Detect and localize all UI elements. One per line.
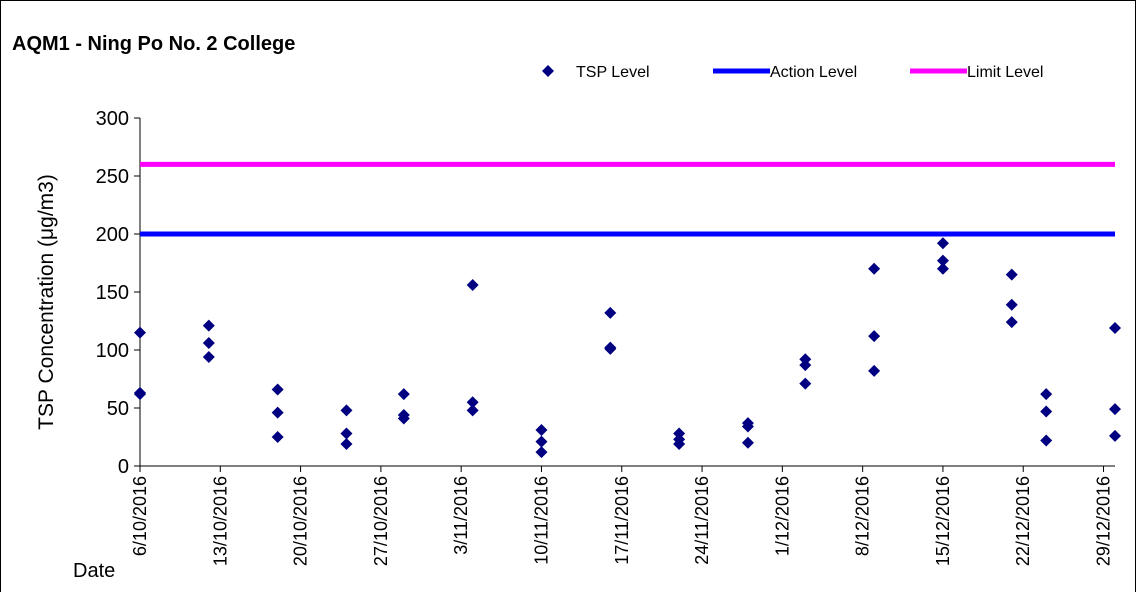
x-tick-label: 17/11/2016 xyxy=(612,476,632,565)
chart-title: AQM1 - Ning Po No. 2 College xyxy=(12,33,295,55)
y-tick-label: 0 xyxy=(118,456,129,478)
tsp-point xyxy=(1109,403,1121,416)
tsp-point xyxy=(535,424,548,437)
y-axis-title: TSP Concentration (μg/m3) xyxy=(35,174,58,430)
y-tick-label: 250 xyxy=(96,166,129,188)
tsp-point xyxy=(1109,429,1121,442)
tsp-point xyxy=(535,435,548,448)
data-points xyxy=(134,237,1121,459)
tsp-point xyxy=(868,364,881,377)
tsp-point xyxy=(535,446,548,459)
legend: TSP Level Action Level Limit Level xyxy=(542,64,1043,81)
tsp-point xyxy=(397,388,410,401)
legend-label-limit: Limit Level xyxy=(967,64,1043,81)
y-tick-label: 50 xyxy=(107,398,129,420)
tsp-point xyxy=(271,383,284,396)
reference-lines xyxy=(140,161,1115,237)
x-tick-label: 13/10/2016 xyxy=(210,476,230,566)
tsp-point xyxy=(936,262,949,275)
legend-label-action: Action Level xyxy=(770,64,857,81)
tsp-point xyxy=(799,359,812,372)
x-tick-label: 8/12/2016 xyxy=(853,476,873,556)
tsp-point xyxy=(1005,316,1018,329)
tsp-point xyxy=(936,237,949,250)
x-axis-title: Date xyxy=(73,560,115,582)
tsp-point xyxy=(1040,434,1053,447)
x-tick-label: 27/10/2016 xyxy=(371,476,391,566)
tsp-point xyxy=(340,404,353,417)
labels: 0 50 100 150 200 250 300 6/10/2016 13/10/2016 20/… xyxy=(12,33,1114,582)
tsp-point xyxy=(397,412,410,425)
x-tick-label: 10/11/2016 xyxy=(531,476,551,565)
tsp-point xyxy=(202,350,215,363)
tsp-point xyxy=(340,427,353,440)
tsp-point xyxy=(604,342,617,355)
tsp-point xyxy=(604,306,617,319)
tsp-point xyxy=(466,404,479,417)
tsp-point xyxy=(202,337,215,350)
tsp-point xyxy=(340,437,353,450)
tsp-point xyxy=(271,431,284,443)
tsp-point xyxy=(1040,405,1053,418)
x-tick-label: 20/10/2016 xyxy=(291,476,311,566)
y-tick-label: 150 xyxy=(96,282,129,304)
tsp-point xyxy=(1005,298,1018,311)
x-tick-label: 24/11/2016 xyxy=(692,476,712,565)
tsp-point xyxy=(466,279,479,292)
tsp-point xyxy=(1005,268,1018,281)
x-tick-label: 15/12/2016 xyxy=(933,476,953,566)
tsp-point xyxy=(271,406,284,419)
tsp-point xyxy=(1109,321,1121,334)
x-tick-label: 1/12/2016 xyxy=(772,476,792,556)
tsp-point xyxy=(202,319,215,332)
y-tick-label: 200 xyxy=(96,224,129,246)
x-tick-label: 6/10/2016 xyxy=(130,476,150,556)
tsp-point xyxy=(134,388,146,401)
x-tick-label: 22/12/2016 xyxy=(1013,476,1033,566)
tsp-point xyxy=(673,437,686,450)
legend-marker-tsp xyxy=(542,65,554,77)
y-tick-label: 100 xyxy=(96,340,129,362)
tsp-point xyxy=(1040,388,1053,401)
tsp-point xyxy=(741,420,754,433)
tsp-point xyxy=(741,436,754,449)
x-tick-label: 3/11/2016 xyxy=(451,476,471,555)
tsp-point xyxy=(936,254,949,267)
axes xyxy=(134,117,1115,472)
tsp-point xyxy=(466,396,479,409)
tsp-point xyxy=(868,262,881,275)
legend-label-tsp: TSP Level xyxy=(576,64,650,81)
tsp-point xyxy=(799,377,812,390)
tsp-point xyxy=(868,330,881,343)
y-tick-label: 300 xyxy=(96,108,129,130)
x-tick-label: 29/12/2016 xyxy=(1094,476,1114,566)
tsp-point xyxy=(134,326,146,339)
